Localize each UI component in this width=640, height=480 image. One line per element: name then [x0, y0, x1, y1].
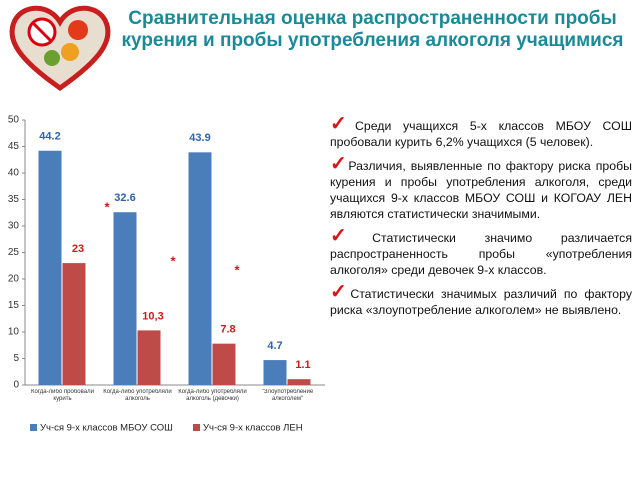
- bullet: ✓Различия, выявленные по фактору риска п…: [330, 154, 632, 222]
- bar: [113, 212, 137, 385]
- significance-mark: *: [234, 262, 240, 277]
- x-tick-label: Когда-либо употребляли алкоголь (девочки…: [178, 389, 247, 402]
- bar: [137, 330, 161, 385]
- y-tick-label: 20: [8, 274, 20, 285]
- y-tick-label: 40: [8, 168, 20, 179]
- check-icon: ✓: [330, 225, 373, 247]
- legend-swatch: [30, 424, 37, 431]
- significance-mark: *: [104, 199, 110, 214]
- value-label: 23: [72, 243, 84, 255]
- legend-swatch: [193, 424, 200, 431]
- value-label: 10,3: [142, 310, 163, 322]
- y-tick-label: 45: [8, 141, 20, 152]
- value-label: 4.7: [267, 340, 282, 352]
- bar: [263, 360, 287, 385]
- check-icon: ✓: [330, 113, 356, 135]
- x-label-box: Когда-либо пробовали курить: [31, 389, 94, 402]
- y-tick-label: 50: [8, 115, 20, 126]
- x-tick-label: Когда-либо употребляли алкоголь: [103, 389, 172, 402]
- bullet: ✓Среди учащихся 5-х классов МБОУ СОШ про…: [330, 114, 632, 150]
- value-label: 44.2: [39, 131, 60, 143]
- bar: [38, 150, 62, 385]
- bullet: ✓Статистически значимых различий по факт…: [330, 282, 632, 318]
- x-tick-label: Когда-либо пробовали курить: [31, 389, 94, 402]
- y-tick-label: 0: [13, 380, 19, 391]
- x-label-box: Когда-либо употребляли алкоголь: [103, 389, 172, 402]
- bullet-text: Среди учащихся 5-х классов МБОУ СОШ проб…: [330, 119, 632, 149]
- check-icon: ✓: [330, 153, 349, 175]
- x-label-box: Когда-либо употребляли алкоголь (девочки…: [178, 389, 247, 402]
- bullet-text: Статистически значимо различается распро…: [330, 231, 632, 277]
- bullet-text: Различия, выявленные по фактору риска пр…: [330, 159, 632, 221]
- y-tick-label: 25: [8, 247, 20, 258]
- slide-title: Сравнительная оценка распространенности …: [121, 8, 624, 51]
- x-tick-label: "Злоупотребление алкоголем": [261, 389, 314, 402]
- significance-mark: *: [170, 253, 176, 268]
- value-label: 1.1: [295, 359, 310, 371]
- bar: [188, 152, 212, 385]
- bar: [62, 263, 86, 385]
- bullet-list: ✓Среди учащихся 5-х классов МБОУ СОШ про…: [330, 114, 632, 326]
- y-tick-label: 30: [8, 221, 20, 232]
- bar: [287, 379, 311, 385]
- legend-label: Уч-ся 9-х классов МБОУ СОШ: [40, 423, 173, 434]
- heart-icon: [9, 5, 111, 92]
- value-label: 43.9: [189, 132, 210, 144]
- y-tick-label: 5: [13, 353, 19, 364]
- legend-label: Уч-ся 9-х классов ЛЕН: [203, 423, 303, 434]
- y-tick-label: 15: [8, 300, 20, 311]
- value-label: 7.8: [220, 324, 235, 336]
- value-label: 32.6: [114, 192, 135, 204]
- y-tick-label: 10: [8, 327, 20, 338]
- y-tick-label: 35: [8, 194, 20, 205]
- x-label-box: "Злоупотребление алкоголем": [261, 389, 314, 402]
- check-icon: ✓: [330, 281, 351, 303]
- bullet-text: Статистически значимых различий по факто…: [330, 287, 632, 317]
- bar: [212, 343, 236, 385]
- bullet: ✓Статистически значимо различается распр…: [330, 226, 632, 278]
